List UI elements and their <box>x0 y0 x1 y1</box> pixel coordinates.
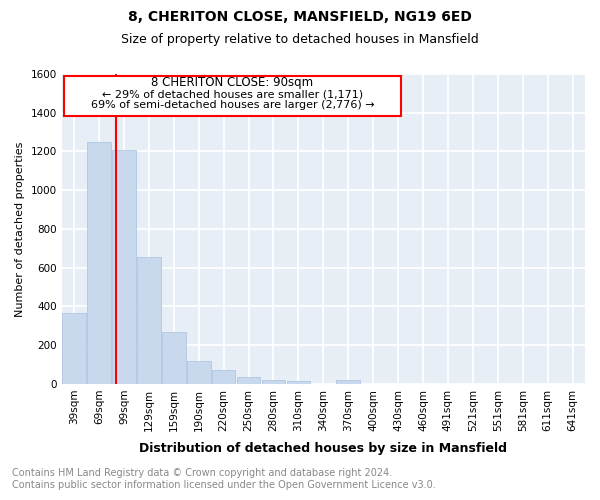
X-axis label: Distribution of detached houses by size in Mansfield: Distribution of detached houses by size … <box>139 442 508 455</box>
Text: 8, CHERITON CLOSE, MANSFIELD, NG19 6ED: 8, CHERITON CLOSE, MANSFIELD, NG19 6ED <box>128 10 472 24</box>
Y-axis label: Number of detached properties: Number of detached properties <box>15 142 25 316</box>
FancyBboxPatch shape <box>64 76 401 116</box>
Text: ← 29% of detached houses are smaller (1,171): ← 29% of detached houses are smaller (1,… <box>102 90 363 100</box>
Bar <box>237 376 260 384</box>
Bar <box>187 361 211 384</box>
Bar <box>87 142 111 384</box>
Text: Size of property relative to detached houses in Mansfield: Size of property relative to detached ho… <box>121 32 479 46</box>
Text: Contains HM Land Registry data © Crown copyright and database right 2024.
Contai: Contains HM Land Registry data © Crown c… <box>12 468 436 490</box>
Bar <box>112 150 136 384</box>
Bar <box>162 332 185 384</box>
Bar <box>212 370 235 384</box>
Bar <box>137 257 161 384</box>
Text: 69% of semi-detached houses are larger (2,776) →: 69% of semi-detached houses are larger (… <box>91 100 374 110</box>
Text: 8 CHERITON CLOSE: 90sqm: 8 CHERITON CLOSE: 90sqm <box>151 76 313 89</box>
Bar <box>262 380 286 384</box>
Bar <box>62 313 86 384</box>
Bar <box>287 381 310 384</box>
Bar <box>337 380 360 384</box>
